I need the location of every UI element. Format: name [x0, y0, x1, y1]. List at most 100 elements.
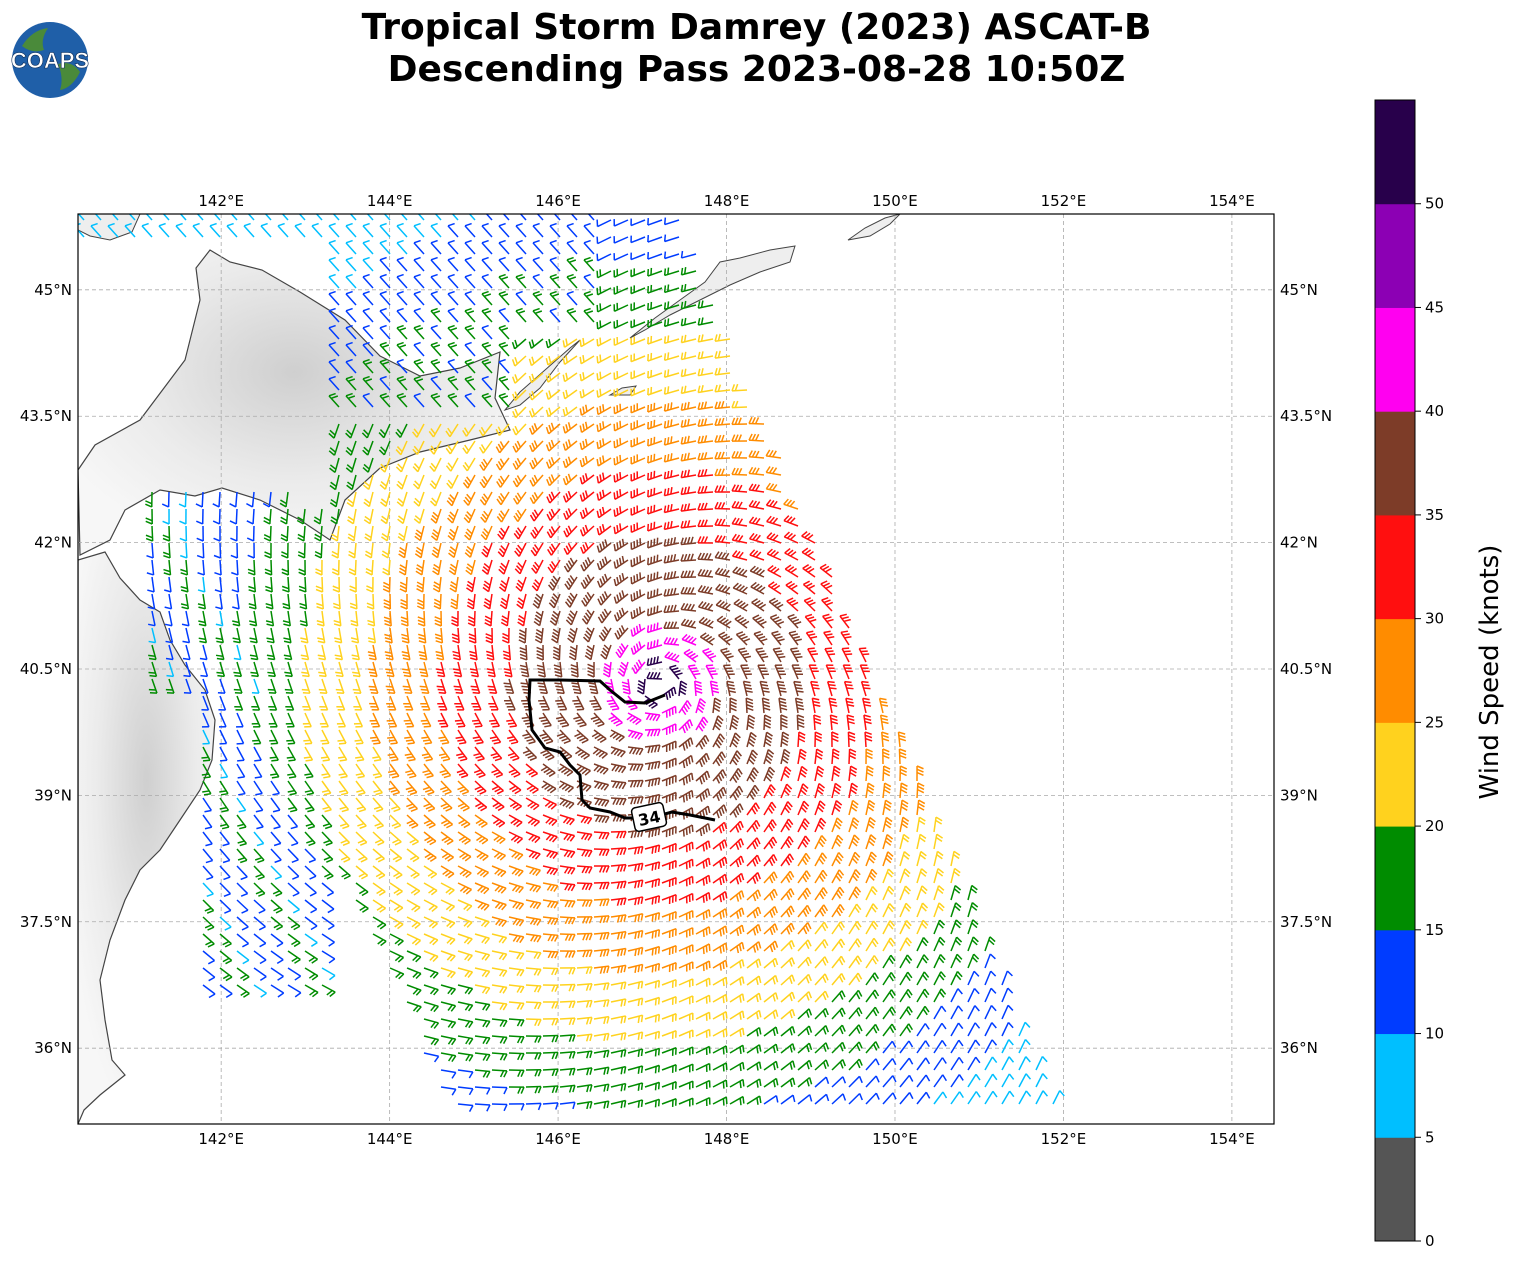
wind-barb — [630, 572, 646, 585]
wind-barb — [447, 508, 459, 524]
wind-barb — [746, 767, 759, 783]
wind-barb — [213, 525, 221, 542]
wind-barb — [950, 1074, 964, 1088]
wind-barb — [882, 903, 895, 918]
wind-barb — [746, 941, 762, 953]
wind-barb — [508, 865, 524, 877]
wind-barb — [680, 503, 697, 512]
wind-barb — [522, 746, 538, 761]
wind-barb — [797, 973, 812, 986]
wind-barb — [646, 671, 663, 680]
wind-barb — [916, 936, 929, 952]
wind-barb — [218, 712, 227, 728]
wind-barb — [663, 335, 680, 345]
wind-barb — [287, 780, 298, 796]
wind-barb — [406, 984, 422, 996]
wind-barb — [333, 610, 342, 627]
wind-barb — [882, 1006, 897, 1020]
wind-barb — [248, 593, 257, 610]
wind-barb — [363, 491, 374, 508]
wind-barb — [355, 831, 368, 846]
wind-barb — [729, 907, 745, 919]
wind-barb — [508, 967, 525, 977]
wind-barb — [236, 984, 250, 998]
wind-barb — [865, 1075, 880, 1088]
wind-barb — [731, 533, 748, 544]
wind-barb — [236, 933, 250, 948]
lon-tick-label: 148°E — [704, 192, 750, 210]
wind-barb — [148, 644, 157, 661]
wind-barb — [627, 963, 644, 974]
wind-barb — [321, 865, 334, 880]
wind-barb — [363, 508, 374, 525]
wind-barb — [430, 222, 442, 238]
wind-barb — [491, 797, 505, 812]
wind-barb — [712, 1011, 728, 1021]
wind-barb — [515, 256, 527, 272]
wind-barb — [406, 814, 419, 829]
wind-barb — [539, 729, 554, 745]
wind-barb — [596, 337, 612, 347]
wind-barb — [219, 865, 231, 881]
wind-barb — [627, 779, 644, 788]
wind-barb — [508, 1069, 525, 1078]
wind-barb — [362, 457, 374, 473]
wind-barb — [899, 920, 912, 935]
wind-barb — [814, 1007, 829, 1020]
wind-barb — [678, 680, 688, 697]
wind-barb — [748, 483, 765, 493]
wind-barb — [430, 290, 442, 306]
wind-barb — [757, 664, 769, 680]
wind-barb — [576, 814, 593, 825]
wind-barb — [335, 678, 345, 694]
wind-barb — [967, 1056, 981, 1071]
wind-barb — [898, 748, 907, 765]
lat-tick-label: 39°N — [1280, 786, 1318, 804]
wind-barb — [583, 256, 595, 272]
wind-barb — [355, 780, 366, 796]
wind-barb — [145, 525, 154, 542]
wind-barb — [316, 610, 325, 627]
wind-barb — [389, 831, 402, 846]
wind-barb — [831, 834, 844, 850]
wind-barb — [763, 1060, 779, 1071]
wind-barb — [695, 994, 711, 1004]
wind-barb — [219, 746, 228, 762]
wind-barb — [480, 508, 493, 523]
wind-barb — [551, 627, 561, 644]
wind-barb — [882, 954, 896, 969]
wind-barb — [287, 950, 301, 964]
wind-barb — [731, 383, 748, 392]
wind-barb — [525, 763, 539, 778]
wind-barb — [515, 307, 527, 323]
wind-barb — [573, 712, 587, 728]
wind-barb — [379, 256, 391, 272]
wind-barb — [916, 971, 930, 986]
wind-barb — [627, 862, 644, 872]
wind-barb — [236, 899, 249, 914]
wind-barb — [434, 214, 442, 221]
wind-barb — [236, 950, 250, 965]
wind-barb — [610, 1065, 627, 1075]
wind-barb — [697, 435, 714, 444]
wind-barb — [437, 712, 449, 728]
wind-barb — [364, 525, 374, 542]
wind-barb — [454, 695, 465, 711]
wind-barb — [899, 851, 911, 867]
wind-barb — [647, 571, 663, 583]
wind-barb — [559, 1101, 576, 1110]
wind-barb — [984, 953, 996, 969]
wind-barb — [865, 799, 876, 816]
wind-barb — [712, 804, 728, 819]
wind-barb — [352, 678, 362, 694]
wind-barb — [382, 559, 391, 576]
wind-barb — [367, 627, 376, 644]
wind-barb — [385, 661, 395, 678]
wind-barb — [776, 680, 787, 697]
wind-barb — [379, 324, 391, 340]
wind-barb — [831, 904, 845, 918]
wind-barb — [298, 559, 306, 576]
wind-barb — [430, 508, 442, 524]
lon-tick-label: 148°E — [704, 1130, 750, 1148]
wind-barb — [398, 542, 408, 559]
